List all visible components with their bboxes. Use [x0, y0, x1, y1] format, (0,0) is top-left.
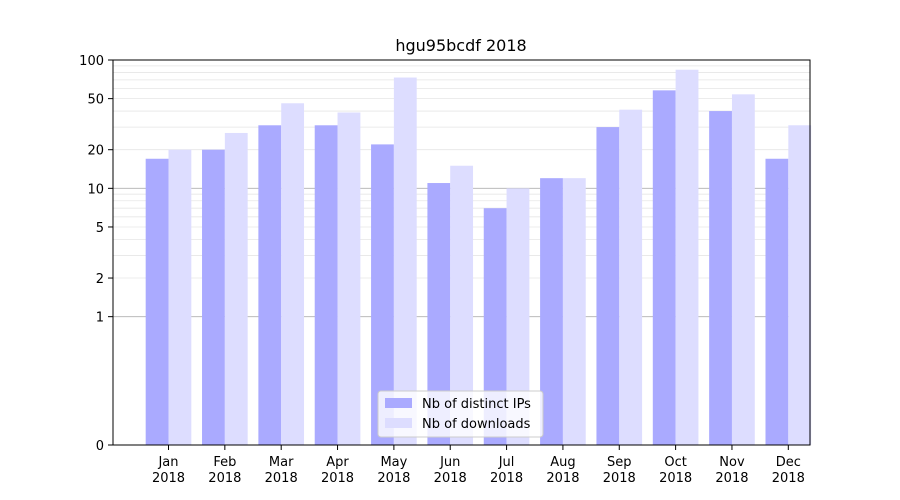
y-tick-label: 20	[87, 144, 104, 159]
x-tick-label: Sep	[607, 455, 632, 470]
bar	[788, 125, 812, 446]
x-tick-label: Jan	[157, 455, 178, 470]
bar	[675, 69, 699, 445]
x-tick-label: Apr	[326, 455, 349, 470]
bar	[427, 183, 451, 445]
bar	[731, 94, 755, 445]
bar	[168, 149, 192, 445]
x-tick-label-year: 2018	[208, 471, 241, 486]
x-tick-label-year: 2018	[659, 471, 692, 486]
x-tick-label: Nov	[719, 455, 745, 470]
y-tick-label: 1	[96, 311, 104, 326]
bar	[619, 109, 643, 445]
x-tick-label-year: 2018	[715, 471, 748, 486]
legend-label: Nb of distinct IPs	[422, 397, 531, 412]
bar	[337, 112, 361, 445]
bars	[145, 69, 812, 446]
y-tick-label: 50	[87, 93, 104, 108]
x-tick-label: Aug	[550, 455, 575, 470]
bar	[709, 111, 732, 445]
legend: Nb of distinct IPs Nb of downloads	[377, 390, 544, 438]
bar	[652, 90, 676, 445]
bar	[506, 188, 530, 446]
bar	[596, 127, 620, 445]
bar	[393, 77, 417, 446]
bar	[258, 125, 282, 446]
axes: Jan2018Feb2018Mar2018Apr2018May2018Jun20…	[79, 54, 811, 486]
x-tick-label: Jun	[439, 455, 460, 470]
x-tick-label: Oct	[664, 455, 686, 470]
bar	[371, 144, 394, 445]
x-tick-label-year: 2018	[321, 471, 354, 486]
bar	[450, 165, 474, 445]
legend-label: Nb of downloads	[422, 417, 531, 432]
legend-swatch	[385, 398, 412, 408]
legend-box	[377, 390, 544, 438]
bar	[145, 158, 169, 446]
x-tick-label-year: 2018	[490, 471, 523, 486]
bar	[281, 103, 305, 445]
bar	[483, 208, 507, 445]
y-tick-label: 5	[96, 221, 104, 236]
bar	[540, 178, 563, 445]
y-tick-label: 2	[96, 272, 104, 287]
bar	[314, 125, 338, 446]
x-tick-label-year: 2018	[377, 471, 410, 486]
x-tick-label-year: 2018	[603, 471, 636, 486]
x-tick-label: May	[380, 455, 407, 470]
x-tick-label: Feb	[213, 455, 236, 470]
x-tick-label-year: 2018	[546, 471, 579, 486]
x-tick-label: Mar	[269, 455, 294, 470]
y-tick-label: 10	[87, 182, 104, 197]
chart-title: hgu95bcdf 2018	[395, 36, 526, 55]
x-tick-label: Dec	[776, 455, 801, 470]
x-tick-label-year: 2018	[152, 471, 185, 486]
bar	[224, 132, 248, 446]
legend-swatch	[385, 418, 412, 428]
bar	[765, 158, 789, 446]
bar	[202, 149, 225, 445]
bar	[562, 178, 586, 445]
y-tick-label: 100	[79, 54, 104, 69]
y-tick-label: 0	[96, 439, 104, 454]
plot-frame	[112, 59, 811, 446]
x-tick-label-year: 2018	[434, 471, 467, 486]
x-tick-label-year: 2018	[772, 471, 805, 486]
x-tick-label: Jul	[498, 455, 515, 470]
x-tick-label-year: 2018	[265, 471, 298, 486]
